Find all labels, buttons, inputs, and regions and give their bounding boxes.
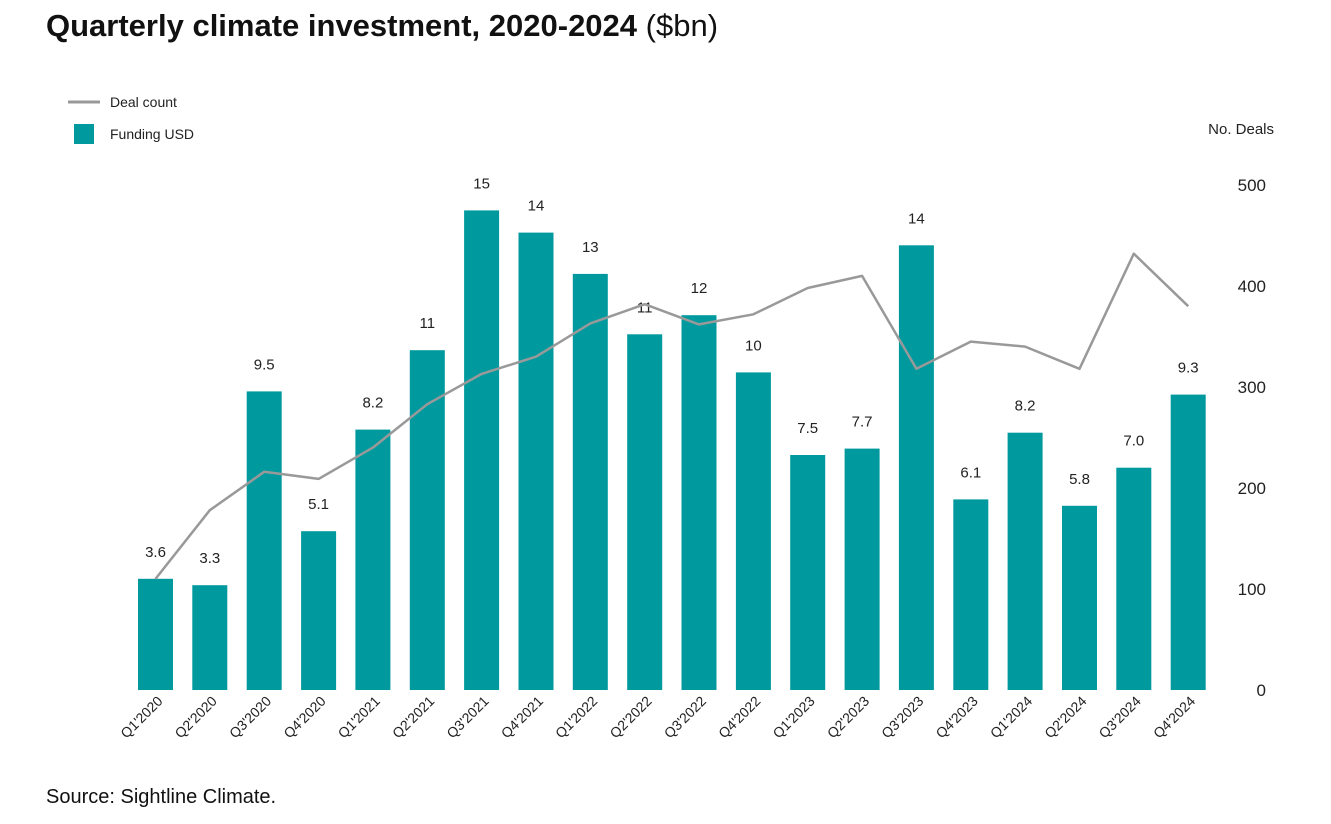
bar-value-label: 13 (582, 239, 599, 256)
bar-value-labels: 3.6 3.3 9.5 5.1 8.2 11 15 14 13 11 12 10 7.5 7.7 14 6.1… (145, 175, 1199, 567)
bar (1170, 394, 1206, 690)
bar-value-label: 8.2 (1015, 398, 1036, 415)
x-tick-label: Q4'2023 (932, 693, 981, 742)
x-tick-label: Q3'2020 (226, 693, 275, 742)
bar-value-label: 9.5 (254, 356, 275, 373)
bar-value-label: 8.2 (362, 395, 383, 412)
x-tick-label: Q1'2022 (552, 693, 601, 742)
bar-value-label: 6.1 (960, 464, 981, 481)
bar-value-label: 5.1 (308, 496, 329, 513)
bar (898, 245, 934, 691)
bar (953, 499, 989, 690)
bar (301, 531, 337, 690)
x-tick-label: Q2'2023 (824, 693, 873, 742)
legend-label-deal-count: Deal count (110, 94, 177, 110)
bar-value-label: 7.7 (852, 414, 873, 431)
right-axis-tick-label: 400 (1238, 277, 1266, 296)
chart-title: Quarterly climate investment, 2020-2024 … (46, 8, 718, 44)
bar-value-label: 5.8 (1069, 471, 1090, 488)
x-tick-label: Q2'2024 (1041, 693, 1090, 742)
legend-bar-swatch (74, 124, 94, 144)
bar-value-label: 10 (745, 337, 762, 354)
legend: Deal count Funding USD (68, 94, 194, 144)
x-tick-label: Q4'2024 (1150, 693, 1199, 742)
bar-value-label: 14 (528, 198, 545, 215)
x-tick-label: Q2'2021 (389, 693, 438, 742)
bar (735, 372, 771, 690)
right-axis-tick-label: 100 (1238, 580, 1266, 599)
bar (246, 391, 282, 690)
right-axis-tick-labels: 0 100 200 300 400 500 (1238, 176, 1266, 700)
bar-value-label: 15 (473, 175, 490, 192)
x-tick-label: Q1'2023 (769, 693, 818, 742)
bar (192, 585, 228, 690)
bar (138, 578, 173, 690)
x-tick-label: Q3'2023 (878, 693, 927, 742)
bar-value-label: 7.0 (1123, 433, 1144, 450)
x-tick-label: Q2'2020 (171, 693, 220, 742)
bar-value-label: 14 (908, 210, 925, 227)
source-note: Source: Sightline Climate. (46, 786, 277, 808)
right-axis-title: No. Deals (1208, 121, 1274, 138)
x-tick-label: Q1'2021 (335, 693, 384, 742)
bar-value-label: 7.5 (797, 420, 818, 437)
right-axis-tick-label: 300 (1238, 378, 1266, 397)
bar-value-label: 12 (691, 280, 708, 297)
chart-title-unit: ($bn) (645, 8, 719, 43)
legend-label-funding: Funding USD (110, 126, 194, 142)
bar-value-label: 11 (637, 299, 653, 316)
bar-value-label: 9.3 (1178, 360, 1199, 377)
bar (409, 350, 445, 690)
x-tick-label: Q4'2020 (280, 693, 329, 742)
x-tick-label: Q3'2021 (443, 693, 492, 742)
bar (518, 232, 554, 690)
bar (844, 448, 880, 690)
bar (1062, 505, 1097, 690)
x-tick-label: Q2'2022 (606, 693, 655, 742)
bar-value-label: 11 (420, 315, 436, 332)
bar (681, 315, 717, 690)
bar (572, 273, 608, 690)
bar-value-label: 3.6 (145, 544, 166, 561)
x-axis-tick-labels: Q1'2020 Q2'2020 Q3'2020 Q4'2020 Q1'2021 Q2'20… (117, 693, 1198, 742)
bar (627, 334, 663, 690)
bar (790, 455, 826, 690)
bar (464, 210, 500, 690)
x-tick-label: Q1'2024 (987, 693, 1036, 742)
x-tick-label: Q4'2022 (715, 693, 764, 742)
x-tick-label: Q4'2021 (498, 693, 547, 742)
bar (355, 429, 391, 690)
x-tick-label: Q3'2022 (661, 693, 710, 742)
bar-series (138, 210, 1206, 691)
x-tick-label: Q3'2024 (1095, 693, 1144, 742)
right-axis-tick-label: 0 (1257, 681, 1266, 700)
right-axis-tick-label: 500 (1238, 176, 1266, 195)
deal-count-line (154, 252, 1190, 580)
bar (1116, 467, 1152, 690)
right-axis-tick-label: 200 (1238, 479, 1266, 498)
x-tick-label: Q1'2020 (117, 693, 166, 742)
bar-value-label: 3.3 (199, 550, 220, 567)
chart-title-main: Quarterly climate investment, 2020-2024 (46, 8, 638, 43)
bar (1007, 432, 1043, 690)
line-series (154, 252, 1190, 580)
